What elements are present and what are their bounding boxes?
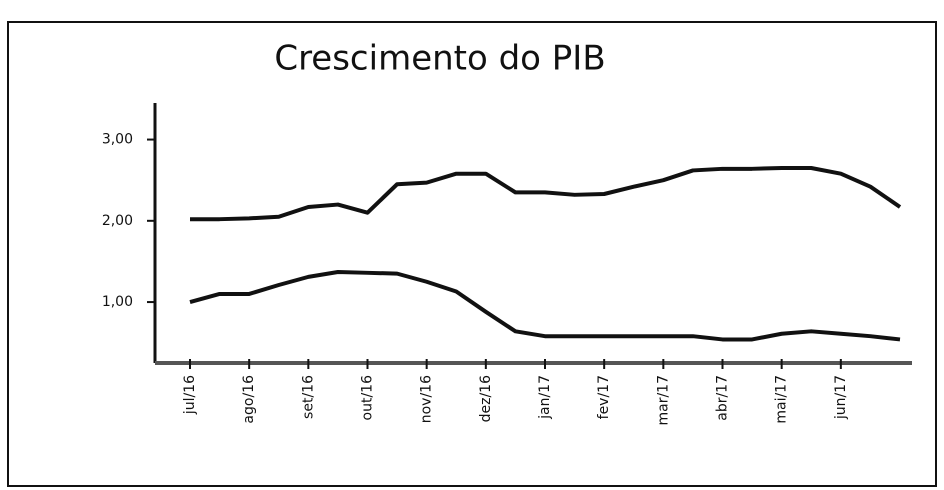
chart-title: Crescimento do PIB xyxy=(274,39,605,79)
x-tick-label: mar/17 xyxy=(655,375,671,426)
x-tick-label: jan/17 xyxy=(537,375,553,420)
y-tick-label: 3,00 xyxy=(102,132,133,148)
x-tick-label: nov/16 xyxy=(419,375,435,423)
series-line xyxy=(189,270,901,342)
y-tick-label: 1,00 xyxy=(102,294,133,310)
x-tick-label: set/16 xyxy=(300,375,316,419)
x-tick-label: dez/16 xyxy=(478,375,494,422)
x-tick-label: fev/17 xyxy=(596,375,612,419)
series-line xyxy=(190,166,902,222)
x-tick-label: abr/17 xyxy=(715,375,731,421)
x-tick-label: ago/16 xyxy=(241,375,257,424)
x-tick-label: jul/16 xyxy=(182,375,198,415)
x-tick-label: mai/17 xyxy=(774,375,790,424)
x-tick-label: out/16 xyxy=(360,375,376,421)
x-tick-label: jun/17 xyxy=(833,375,849,420)
y-tick-label: 2,00 xyxy=(102,213,133,229)
frame xyxy=(7,21,937,487)
